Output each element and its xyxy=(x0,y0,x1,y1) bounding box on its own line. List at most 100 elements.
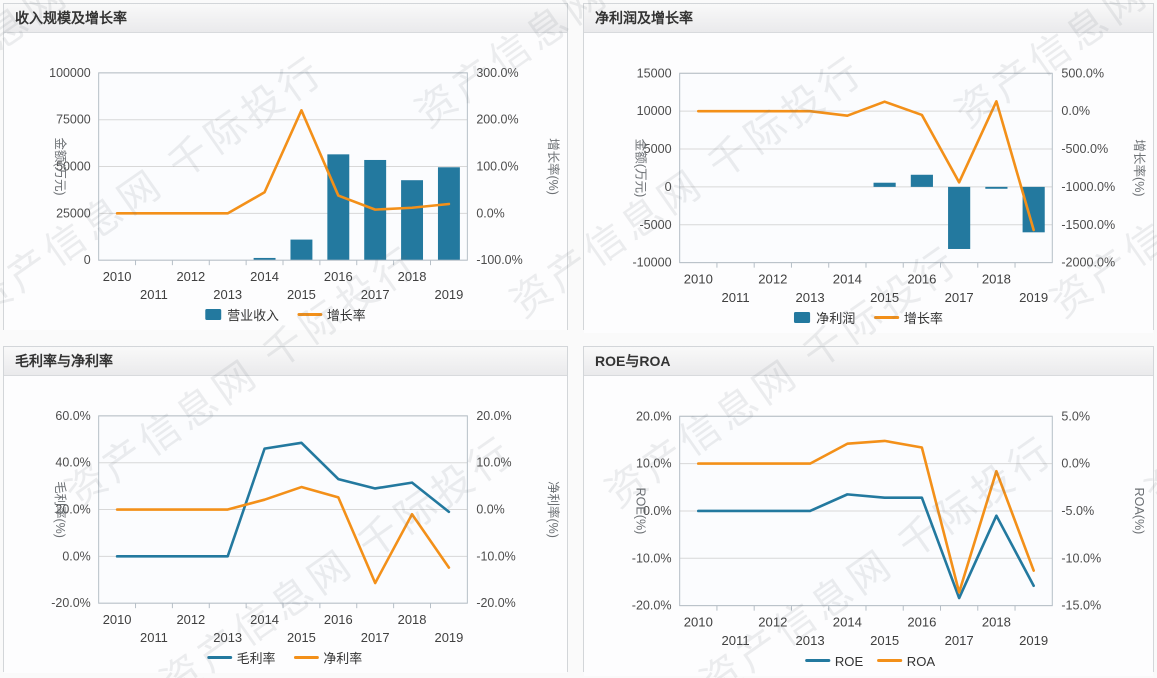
left-axis-tick-label: 0 xyxy=(665,180,672,194)
right-axis-tick-label: 0.0% xyxy=(476,503,504,517)
bar-营业收入[interactable] xyxy=(437,167,460,261)
x-axis-year-label: 2018 xyxy=(982,615,1011,630)
bar-营业收入[interactable] xyxy=(253,257,276,261)
plot-area xyxy=(679,73,1053,263)
right-axis-tick-label: 10.0% xyxy=(476,456,511,470)
x-axis-year-label: 2012 xyxy=(758,272,787,287)
right-axis-tick-label: -10.0% xyxy=(476,549,515,563)
bar-净利润[interactable] xyxy=(873,182,896,187)
line-增长率[interactable] xyxy=(696,99,1035,232)
line-ROA[interactable] xyxy=(696,439,1035,594)
right-axis-tick-label: -5.0% xyxy=(1061,504,1094,518)
left-axis-tick-label: 40.0% xyxy=(55,456,90,470)
plot-border xyxy=(679,72,1053,264)
line-毛利率[interactable] xyxy=(115,441,451,558)
left-axis-tick-label: 15000 xyxy=(637,66,672,80)
panel-margin: 毛利率与净利率 -20.0% 0.0% 20.0% 40.0% 60.0% -20.0% -… xyxy=(3,346,568,673)
x-axis-year-label: 2013 xyxy=(796,633,825,648)
legend-item-毛利率[interactable]: 毛利率 xyxy=(207,651,276,666)
legend-label: 营业收入 xyxy=(227,308,279,323)
line-ROE[interactable] xyxy=(696,493,1035,600)
panel-header: 净利润及增长率 xyxy=(584,4,1153,33)
legend-label: 净利率 xyxy=(323,651,362,666)
left-axis-tick-label: 0 xyxy=(84,253,91,267)
left-axis-tick-label: -10.0% xyxy=(632,551,672,565)
x-axis-year-label: 2015 xyxy=(870,633,899,648)
bar-净利润[interactable] xyxy=(910,174,933,187)
legend-item-营业收入[interactable]: 营业收入 xyxy=(205,308,279,323)
legend-item-ROA[interactable]: ROA xyxy=(877,654,936,669)
x-axis-year-label: 2015 xyxy=(287,287,316,302)
legend-label: 净利润 xyxy=(816,311,855,326)
legend-item-增长率[interactable]: 增长率 xyxy=(874,310,943,326)
x-axis-year-label: 2017 xyxy=(945,633,974,648)
right-axis-title: 增长率(%) xyxy=(546,138,561,195)
legend-item-ROE[interactable]: ROE xyxy=(805,654,864,669)
chart-netprofit-growth[interactable]: -10000 -5000 0 5000 10000 15000 -2000.0% -1500.… xyxy=(584,33,1153,334)
right-axis-tick-label: 500.0% xyxy=(1061,66,1104,80)
x-axis-year-label: 2014 xyxy=(833,272,862,287)
x-axis-year-label: 2010 xyxy=(684,615,713,630)
x-axis-year-label: 2011 xyxy=(722,633,750,648)
panel-header: 收入规模及增长率 xyxy=(4,4,567,33)
x-axis-year-label: 2010 xyxy=(103,269,132,284)
legend-item-增长率[interactable]: 增长率 xyxy=(297,308,366,323)
x-axis-year-label: 2016 xyxy=(324,269,353,284)
right-axis-tick-label: 300.0% xyxy=(476,66,518,80)
chart-canvas-netprofit[interactable]: -10000 -5000 0 5000 10000 15000 -2000.0% -1500.… xyxy=(584,33,1153,333)
x-axis-year-label: 2010 xyxy=(684,272,713,287)
panel-title: 收入规模及增长率 xyxy=(15,10,127,26)
x-axis-year-label: 2011 xyxy=(722,290,750,305)
legend-item-净利润[interactable]: 净利润 xyxy=(793,311,855,326)
chart-roe-roa[interactable]: -20.0% -10.0% 0.0% 10.0% 20.0% -15.0% -10.0% -5… xyxy=(584,376,1153,677)
right-axis-tick-label: 0.0% xyxy=(476,206,504,220)
chart-canvas-revenue[interactable]: 0 25000 50000 75000 100000 -100.0% 0.0% 100.0% 2… xyxy=(4,33,567,330)
x-axis-year-label: 2018 xyxy=(398,269,427,284)
legend-label: ROA xyxy=(907,654,936,669)
x-axis-year-label: 2012 xyxy=(176,612,205,627)
bar-营业收入[interactable] xyxy=(290,239,313,261)
right-axis-tick-label: -15.0% xyxy=(1061,599,1101,613)
bar-营业收入[interactable] xyxy=(327,154,350,261)
left-axis-tick-label: 50000 xyxy=(56,160,91,174)
line-净利率[interactable] xyxy=(115,485,451,585)
legend-item-净利率[interactable]: 净利率 xyxy=(293,651,362,666)
chart-canvas-margin[interactable]: -20.0% 0.0% 20.0% 40.0% 60.0% -20.0% -10.0% 0.0… xyxy=(4,376,567,673)
x-axis-year-label: 2013 xyxy=(213,630,242,645)
right-axis-tick-label: 200.0% xyxy=(476,113,518,127)
panel-header: ROE与ROA xyxy=(584,347,1153,376)
right-axis-tick-label: -20.0% xyxy=(476,596,515,610)
panel-title: 净利润及增长率 xyxy=(595,10,693,26)
plot-border xyxy=(98,72,468,261)
left-axis-tick-label: 20.0% xyxy=(636,409,672,423)
left-axis-title: 金额(万元) xyxy=(53,137,68,195)
left-axis-title: ROE(%) xyxy=(633,488,647,535)
bar-净利润[interactable] xyxy=(985,186,1008,189)
chart-canvas-roe-roa[interactable]: -20.0% -10.0% 0.0% 10.0% 20.0% -15.0% -10.0% -5… xyxy=(584,376,1153,676)
x-axis-year-label: 2011 xyxy=(140,287,168,302)
legend-label: 毛利率 xyxy=(237,651,276,666)
chart-revenue-growth[interactable]: 0 25000 50000 75000 100000 -100.0% 0.0% 100.0% 2… xyxy=(4,33,567,330)
left-axis-title: 金额(万元) xyxy=(633,139,648,198)
x-axis-year-label: 2014 xyxy=(250,612,279,627)
right-axis-tick-label: -1500.0% xyxy=(1061,218,1115,232)
x-axis-year-label: 2014 xyxy=(250,269,279,284)
bar-营业收入[interactable] xyxy=(401,180,424,261)
chart-margin[interactable]: -20.0% 0.0% 20.0% 40.0% 60.0% -20.0% -10.0% 0.0… xyxy=(4,376,567,673)
left-axis-tick-label: 0.0% xyxy=(643,504,672,518)
legend-label: 增长率 xyxy=(327,308,366,323)
x-axis-year-label: 2019 xyxy=(1019,633,1048,648)
right-axis-tick-label: -1000.0% xyxy=(1061,180,1115,194)
left-axis-tick-label: -20.0% xyxy=(632,599,672,613)
line-增长率[interactable] xyxy=(115,109,451,215)
panel-title: 毛利率与净利率 xyxy=(15,353,113,369)
right-axis-tick-label: 0.0% xyxy=(1061,104,1090,118)
right-axis-tick-label: -2000.0% xyxy=(1061,256,1115,270)
x-axis-year-label: 2013 xyxy=(213,287,242,302)
left-axis-tick-label: -10000 xyxy=(632,256,671,270)
bar-净利润[interactable] xyxy=(948,186,971,249)
right-axis-tick-label: -100.0% xyxy=(476,253,522,267)
bar-净利润[interactable] xyxy=(1022,186,1045,233)
